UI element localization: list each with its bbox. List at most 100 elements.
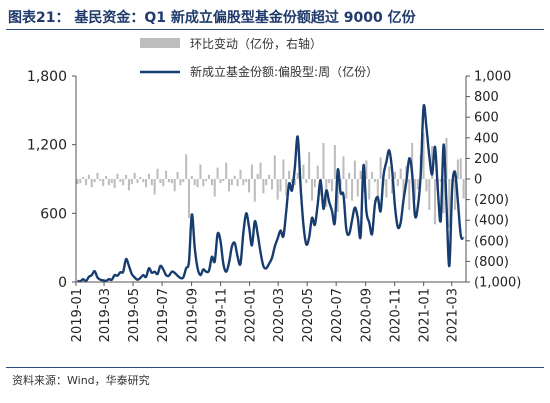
bar [273,155,276,179]
bar [290,179,294,184]
bar [145,179,148,188]
right-tick-label: (200) [474,193,509,208]
bar [256,173,259,179]
bar [228,179,231,192]
x-tick-label: 2019-03 [98,288,113,342]
bar [268,174,271,179]
line-series [77,104,465,283]
bar [99,179,102,182]
bar [388,166,391,179]
bar [348,172,351,179]
bar [190,175,193,179]
bar [242,179,245,186]
bar [87,174,90,179]
bar [193,179,196,186]
x-tick-label: 2021-03 [446,288,461,342]
bar [442,179,445,213]
chart-title: 图表21： 基民资金：Q1 新成立偏股型基金份额超过 9000 亿份 [8,10,416,26]
bar [236,179,239,187]
bar [127,179,130,191]
bar [353,160,356,179]
left-tick-label: 1,800 [27,69,67,85]
bar [116,173,119,179]
bar [130,179,133,185]
title-divider [6,29,544,30]
bar [333,145,336,179]
right-tick-label: (800) [474,255,509,270]
bar [368,179,371,200]
bar [205,179,208,182]
bar [296,172,299,179]
legend-label-bar: 环比变动（亿份，右轴） [190,36,322,51]
bar [365,160,368,179]
x-tick-label: 2019-07 [156,288,171,342]
bar [250,164,253,179]
bar [142,179,145,183]
right-tick-label: (1,000) [474,276,521,291]
bar [113,179,116,189]
bar [408,179,411,210]
right-axis-ticks: (1,000) (800) (600) (400) (200) 0 200 400 600 800… [466,70,521,291]
bar [265,179,268,186]
bar [351,179,354,201]
bar [199,164,202,179]
right-tick-label: 400 [474,131,499,146]
source-note: 资料来源：Wind，华泰研究 [12,374,150,387]
bar [207,174,211,179]
right-tick-label: 0 [474,173,482,188]
bar [282,159,285,179]
bar [445,137,448,179]
bar [399,168,402,179]
bar [79,179,82,184]
bar [342,156,345,179]
bar [402,179,405,197]
bar [93,179,96,183]
right-tick-label: 800 [474,90,499,105]
right-tick-label: (600) [474,234,509,249]
bar [302,164,305,179]
bar [156,168,159,179]
bar [356,179,359,197]
bar [259,162,262,179]
bar [133,172,136,179]
bar [411,142,414,179]
bar [459,158,462,179]
bar [385,179,388,198]
bar [308,152,311,179]
bar [76,179,79,185]
bar [285,179,288,196]
bar [196,179,199,188]
bar [119,179,122,183]
bar [96,172,99,179]
bar [262,179,265,194]
bar [110,179,113,184]
bar [225,162,228,179]
bar [202,179,205,187]
bar [373,179,376,183]
x-axis-ticks: 2019-01 2019-03 2019-05 2019-07 2019-09 2019-… [70,282,461,342]
bar [276,179,279,200]
x-tick-label: 2020-11 [389,288,404,342]
bar [416,179,419,190]
bar [167,179,170,183]
bar [428,179,431,210]
x-tick-label: 2019-05 [127,288,142,342]
bar [371,171,374,179]
x-tick-label: 2019-11 [215,288,230,342]
bar [233,175,236,179]
bar [213,179,216,197]
bar [425,179,428,192]
bar [84,179,88,186]
legend-swatch-bar [140,38,180,48]
bar [122,179,125,186]
bar [102,179,105,187]
x-tick-label: 2020-05 [301,288,316,342]
bar [162,179,165,187]
bar [376,179,379,202]
bar [150,179,153,186]
bar [82,176,85,179]
bar [279,179,282,192]
bar [187,179,191,219]
bar [316,165,319,179]
source-divider [6,367,544,368]
